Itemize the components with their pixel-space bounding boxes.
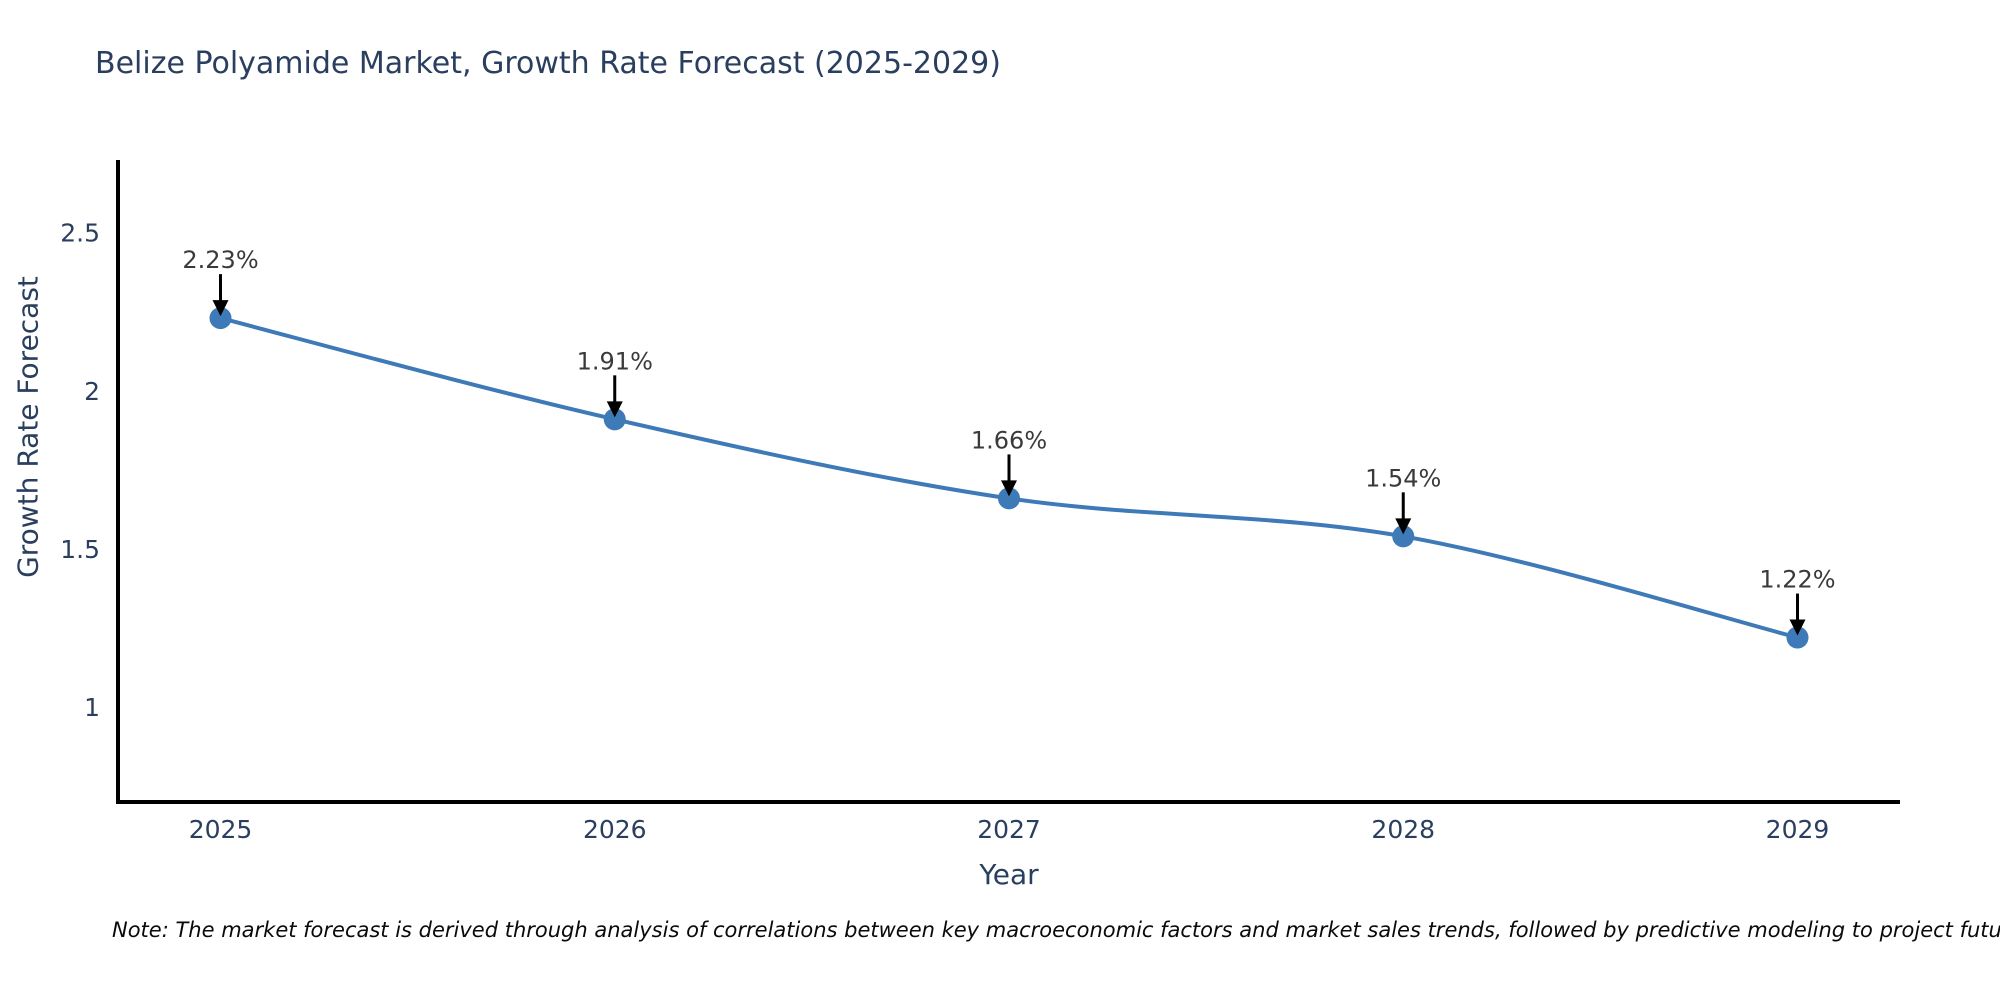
x-tick-label: 2029 xyxy=(1766,815,1830,844)
y-axis-title: Growth Rate Forecast xyxy=(11,276,45,578)
annotation-arrow-head xyxy=(606,401,623,418)
data-point-marker xyxy=(998,487,1020,510)
annotation-label: 2.23% xyxy=(182,246,258,274)
x-tick-label: 2028 xyxy=(1371,815,1435,844)
footnote: Note: The market forecast is derived thr… xyxy=(112,918,2000,942)
data-point-marker xyxy=(603,408,626,431)
annotation-label: 1.54% xyxy=(1365,464,1441,492)
annotation-arrow-head xyxy=(1395,518,1412,535)
annotation-label: 1.91% xyxy=(577,347,653,375)
data-point-marker xyxy=(1786,626,1809,649)
x-tick-label: 2027 xyxy=(977,815,1041,844)
chart-title: Belize Polyamide Market, Growth Rate For… xyxy=(95,46,1001,81)
annotation-arrow-head xyxy=(1001,480,1017,497)
annotation-arrow-head xyxy=(212,300,229,317)
annotation-label: 1.22% xyxy=(1759,566,1835,594)
y-tick-label: 1 xyxy=(84,693,100,722)
x-tick-label: 2025 xyxy=(189,815,253,844)
y-tick-label: 2 xyxy=(84,377,100,406)
x-tick-label: 2026 xyxy=(583,815,647,844)
x-axis-title: Year xyxy=(979,858,1039,891)
y-tick-label: 2.5 xyxy=(60,219,100,248)
data-point-marker xyxy=(209,307,232,330)
annotation-label: 1.66% xyxy=(971,426,1047,454)
data-point-marker xyxy=(1392,525,1415,548)
y-tick-label: 1.5 xyxy=(60,535,100,564)
annotation-arrow-head xyxy=(1789,619,1806,636)
